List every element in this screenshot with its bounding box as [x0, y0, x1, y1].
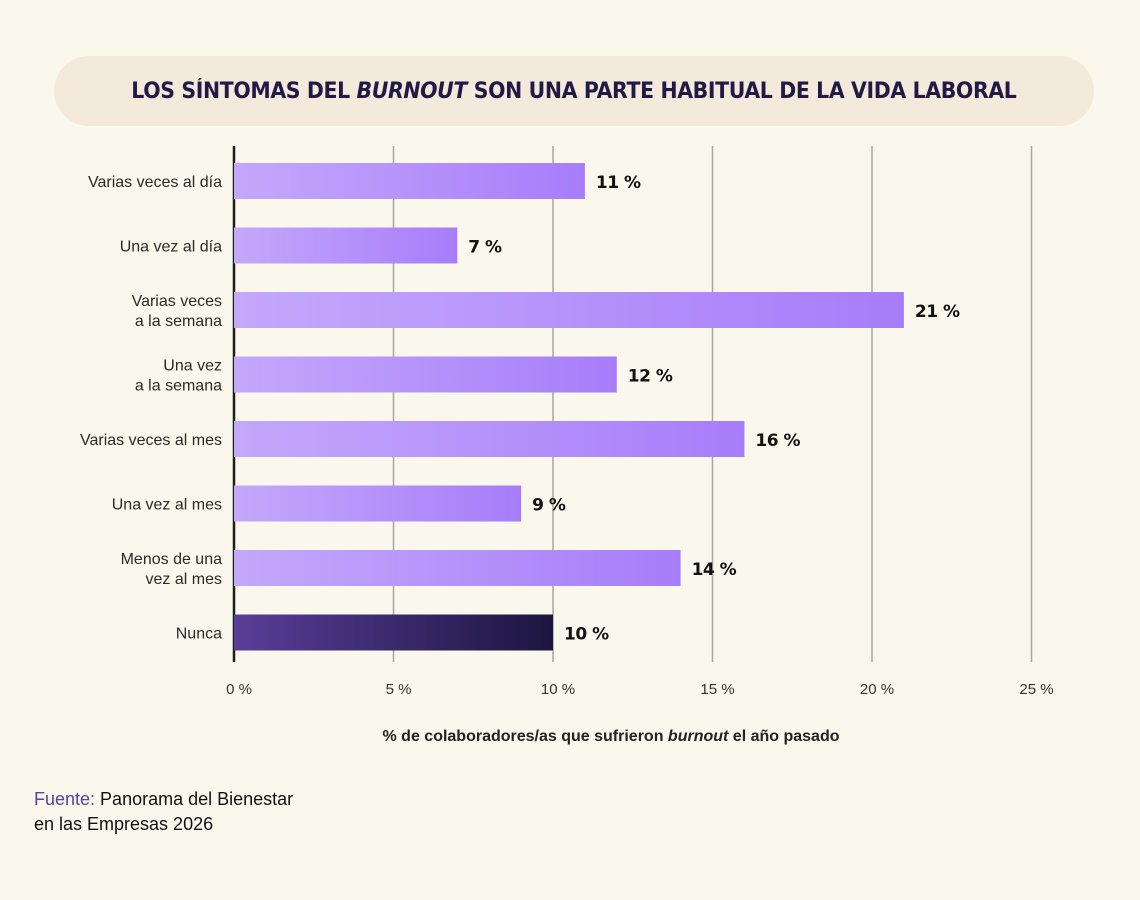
x-axis-label: % de colaboradores/as que sufrieron burn… — [0, 728, 1140, 746]
value-label: 21 % — [915, 302, 960, 322]
xlabel-part: el año pasado — [728, 728, 840, 745]
xlabel-part: % de colaboradores/as que sufrieron — [382, 728, 668, 745]
value-label: 7 % — [468, 238, 502, 258]
value-label: 9 % — [532, 496, 566, 516]
bar — [234, 227, 458, 264]
value-label: 11 % — [596, 173, 641, 193]
category-label: vez al mes — [146, 571, 222, 588]
category-label: Una vez al mes — [112, 497, 222, 514]
source-key: Fuente: — [34, 789, 96, 809]
title-emphasis: BURNOUT — [356, 78, 468, 104]
xlabel-emphasis: burnout — [667, 728, 729, 745]
category-label: a la semana — [135, 313, 222, 330]
category-label: Varias veces — [132, 293, 222, 310]
source-line-2: en las Empresas 2026 — [34, 814, 214, 834]
value-label: 12 % — [628, 367, 673, 387]
bar-chart: Varias veces al día Una vez al día Varias … — [80, 146, 1054, 698]
value-label: 16 % — [755, 431, 800, 451]
title-part: LOS SÍNTOMAS DEL — [131, 78, 357, 104]
bar — [234, 163, 585, 199]
source-note: Fuente: Panorama del Bienestar en las Em… — [34, 787, 293, 837]
category-label: a la semana — [135, 378, 222, 395]
chart-title-pill: LOS SÍNTOMAS DEL BURNOUT SON UNA PARTE H… — [54, 56, 1094, 126]
x-tick-label: 20 % — [860, 681, 894, 698]
x-tick-label: 5 % — [386, 681, 412, 698]
bar — [234, 356, 617, 393]
chart-title: LOS SÍNTOMAS DEL BURNOUT SON UNA PARTE H… — [131, 78, 1017, 104]
x-tick-label: 0 % — [226, 681, 252, 698]
category-label: Varias veces al día — [88, 174, 222, 191]
title-part: SON UNA PARTE HABITUAL DE LA VIDA LABORA… — [467, 78, 1017, 104]
bar — [234, 550, 681, 586]
value-label: 10 % — [564, 625, 609, 645]
bar — [234, 485, 522, 522]
bar — [234, 421, 745, 457]
source-line-1: Panorama del Bienestar — [95, 789, 294, 809]
category-label: Una vez al día — [120, 239, 222, 256]
x-tick-label: 25 % — [1019, 681, 1053, 698]
x-tick-label: 15 % — [700, 681, 734, 698]
category-label: Una vez — [163, 358, 222, 375]
category-label: Nunca — [176, 626, 222, 643]
category-label: Varias veces al mes — [80, 432, 222, 449]
bar — [234, 614, 553, 651]
bar — [234, 292, 904, 328]
x-tick-label: 10 % — [541, 681, 575, 698]
value-label: 14 % — [692, 560, 737, 580]
category-label: Menos de una — [121, 551, 223, 568]
